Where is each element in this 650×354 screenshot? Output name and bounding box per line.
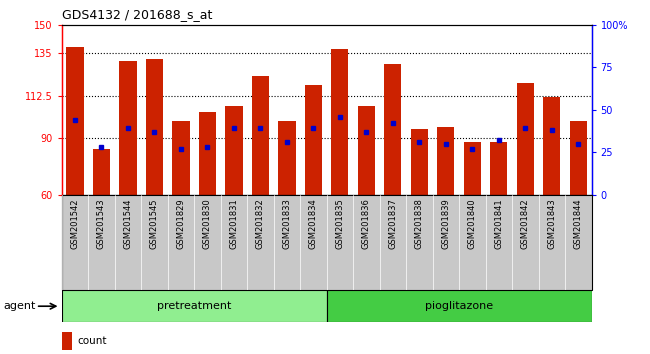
Bar [66, 47, 84, 195]
Bar [120, 61, 136, 195]
Text: GSM201837: GSM201837 [388, 199, 397, 250]
Bar [93, 149, 110, 195]
Bar [305, 85, 322, 195]
Text: GSM201843: GSM201843 [547, 199, 556, 249]
Text: GSM201543: GSM201543 [97, 199, 106, 249]
Bar [384, 64, 402, 195]
Text: GSM201841: GSM201841 [494, 199, 503, 249]
Text: GSM201842: GSM201842 [521, 199, 530, 249]
Text: GSM201545: GSM201545 [150, 199, 159, 249]
Bar [332, 49, 348, 195]
Bar [517, 83, 534, 195]
Text: GSM201830: GSM201830 [203, 199, 212, 249]
Bar [62, 332, 72, 350]
Text: GSM201835: GSM201835 [335, 199, 345, 249]
Bar [62, 290, 326, 322]
Bar [326, 290, 592, 322]
Bar [146, 59, 163, 195]
Bar [490, 142, 508, 195]
Bar [252, 76, 269, 195]
Bar [358, 106, 375, 195]
Bar [278, 121, 296, 195]
Bar [411, 129, 428, 195]
Text: pretreatment: pretreatment [157, 301, 231, 311]
Text: pioglitazone: pioglitazone [425, 301, 493, 311]
Text: GDS4132 / 201688_s_at: GDS4132 / 201688_s_at [62, 8, 212, 21]
Text: GSM201833: GSM201833 [282, 199, 291, 250]
Text: count: count [77, 336, 107, 346]
Bar [437, 127, 454, 195]
Text: GSM201838: GSM201838 [415, 199, 424, 250]
Bar [199, 112, 216, 195]
Text: GSM201844: GSM201844 [574, 199, 583, 249]
Text: GSM201831: GSM201831 [229, 199, 239, 249]
Bar [543, 97, 560, 195]
Text: GSM201834: GSM201834 [309, 199, 318, 249]
Bar [226, 106, 242, 195]
Text: GSM201542: GSM201542 [70, 199, 79, 249]
Text: GSM201829: GSM201829 [176, 199, 185, 249]
Text: GSM201832: GSM201832 [256, 199, 265, 249]
Text: GSM201836: GSM201836 [362, 199, 371, 250]
Text: GSM201544: GSM201544 [124, 199, 133, 249]
Text: GSM201839: GSM201839 [441, 199, 450, 249]
Bar [463, 142, 481, 195]
Text: GSM201840: GSM201840 [468, 199, 477, 249]
Bar [172, 121, 190, 195]
Bar [569, 121, 587, 195]
Text: agent: agent [3, 301, 36, 311]
